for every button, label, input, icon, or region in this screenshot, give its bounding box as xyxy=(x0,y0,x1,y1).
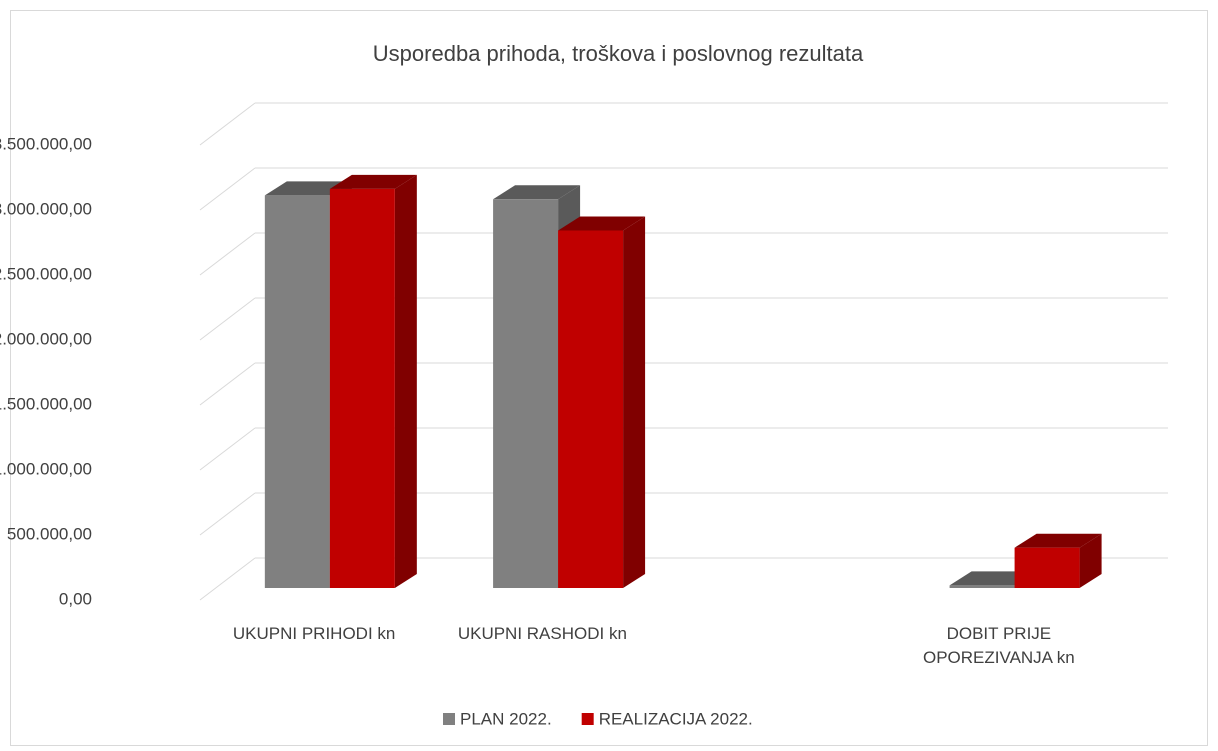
grid-line xyxy=(199,102,256,146)
grid-line xyxy=(199,492,256,536)
y-tick-label: 1.500.000,00 xyxy=(0,394,92,413)
grid-line xyxy=(199,427,256,471)
bar-side xyxy=(394,174,417,588)
grid-line xyxy=(199,557,256,601)
bar-side xyxy=(1079,533,1102,588)
y-tick-label: 2.500.000,00 xyxy=(0,264,92,283)
y-tick-label: 2.000.000,00 xyxy=(0,329,92,348)
grid-line xyxy=(199,362,256,406)
legend-label: PLAN 2022. xyxy=(460,709,552,728)
bar-side xyxy=(623,216,646,588)
x-tick-label: UKUPNI PRIHODI kn xyxy=(232,624,396,643)
bar xyxy=(493,199,559,589)
bar-top xyxy=(558,216,646,231)
x-tick-label: DOBIT PRIJE OPOREZIVANJA kn xyxy=(922,624,1075,667)
grid-line xyxy=(199,232,256,276)
y-tick-label: 1.000.000,00 xyxy=(0,459,92,478)
legend-swatch xyxy=(443,713,455,725)
legend-swatch xyxy=(581,713,594,725)
legend-label: REALIZACIJA 2022. xyxy=(599,709,753,728)
grid-line xyxy=(199,167,256,211)
bar xyxy=(949,585,1015,588)
grid-line xyxy=(199,297,256,341)
y-tick-label: 0,00 xyxy=(59,589,92,608)
y-tick-label: 500.000,00 xyxy=(7,524,92,543)
bar xyxy=(329,188,395,588)
bar-top xyxy=(493,185,581,200)
x-tick-label: UKUPNI RASHODI kn xyxy=(457,624,627,643)
y-tick-label: 3.000.000,00 xyxy=(0,199,92,218)
y-tick-label: 3.500.000,00 xyxy=(0,134,92,153)
bar xyxy=(1014,547,1080,588)
bar-top xyxy=(1014,533,1102,548)
chart-title: Usporedba prihoda, troškova i poslovnog … xyxy=(373,41,864,66)
bar-top xyxy=(329,174,417,189)
bar xyxy=(558,230,624,588)
bar xyxy=(264,195,330,588)
